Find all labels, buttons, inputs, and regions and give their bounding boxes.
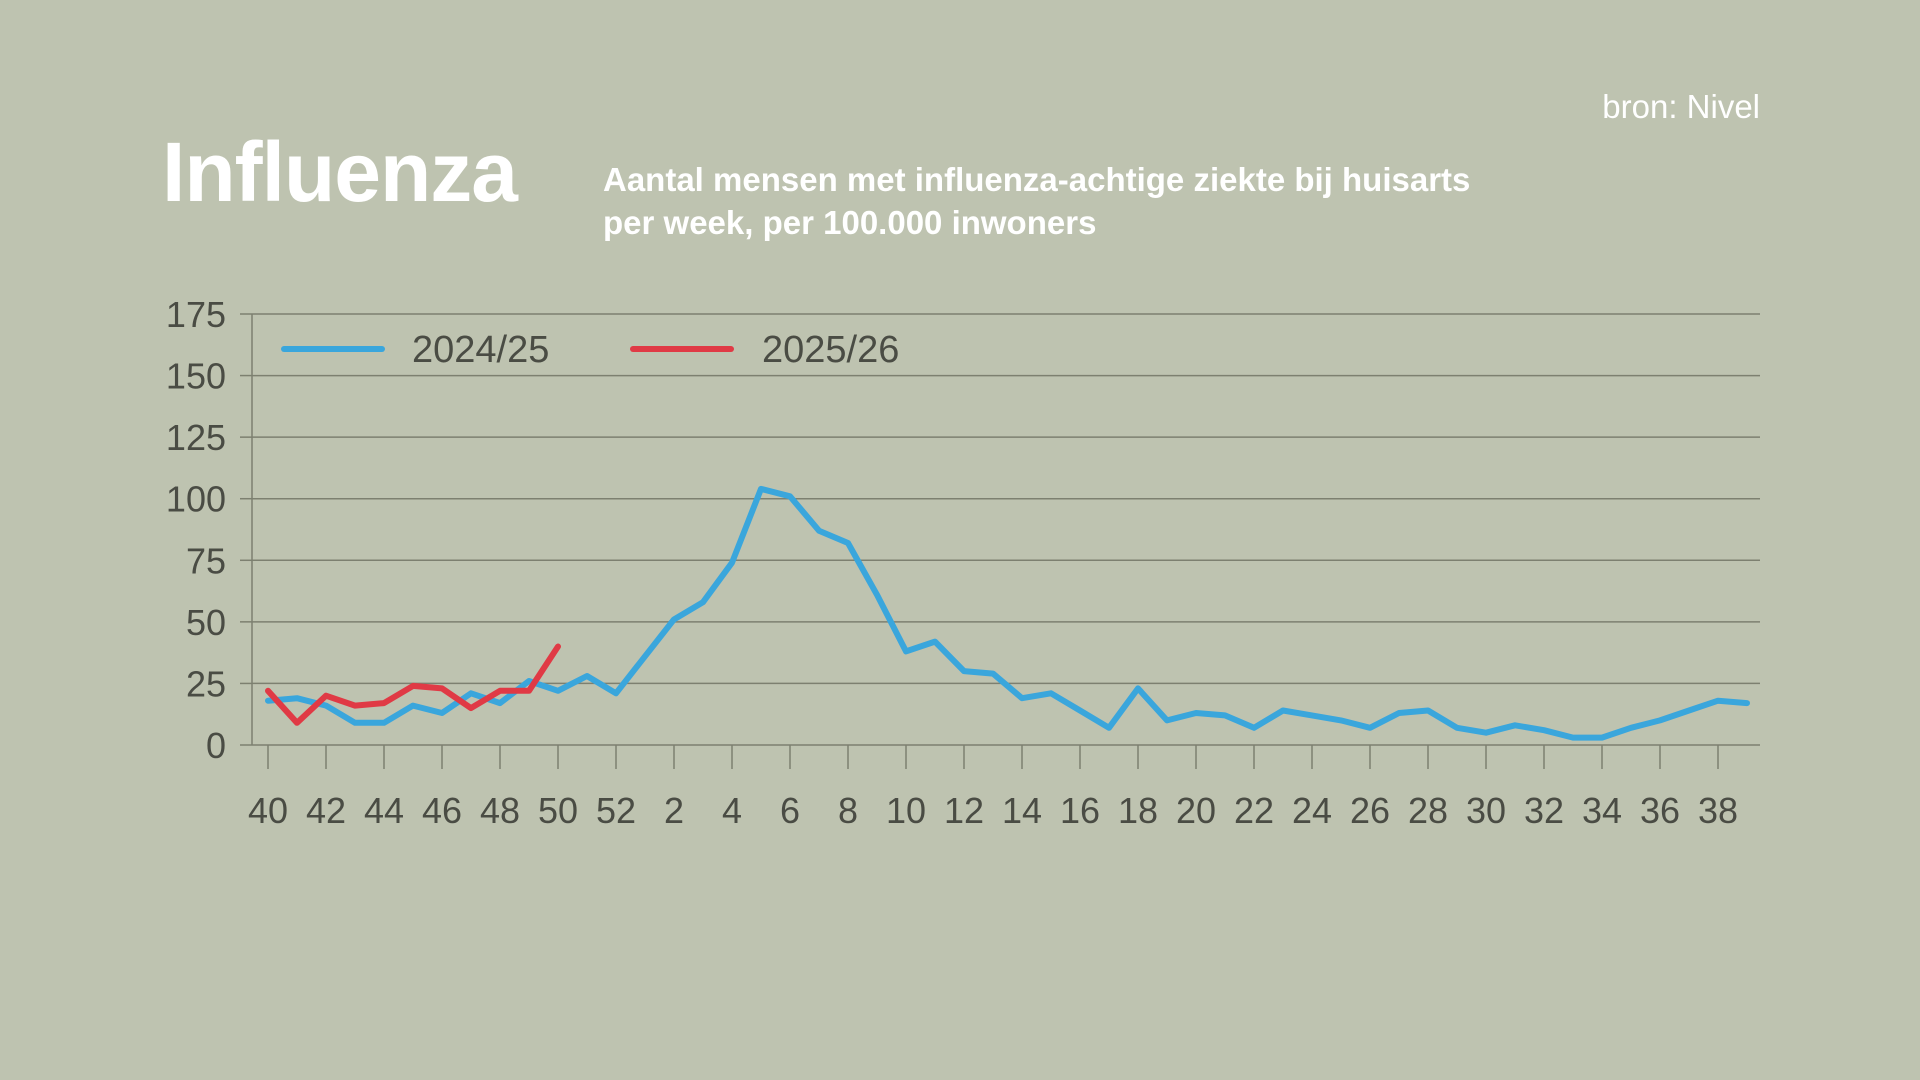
x-tick-label: 16	[1060, 790, 1100, 831]
y-tick-label: 100	[166, 479, 226, 520]
page-title: Influenza	[162, 125, 518, 219]
x-tick-label: 50	[538, 790, 578, 831]
y-tick-label: 150	[166, 356, 226, 397]
y-tick-label: 0	[206, 725, 226, 766]
source-label: bron: Nivel	[1602, 88, 1760, 125]
y-tick-label: 175	[166, 294, 226, 335]
x-tick-label: 52	[596, 790, 636, 831]
x-tick-label: 6	[780, 790, 800, 831]
x-tick-label: 36	[1640, 790, 1680, 831]
y-tick-label: 75	[186, 540, 226, 581]
x-tick-label: 12	[944, 790, 984, 831]
x-tick-label: 46	[422, 790, 462, 831]
series-layer	[265, 485, 1750, 741]
y-tick-label: 125	[166, 417, 226, 458]
x-tick-label: 30	[1466, 790, 1506, 831]
legend-layer: 2024/25 2025/26	[281, 329, 899, 371]
x-tick-label: 22	[1234, 790, 1274, 831]
x-tick-label: 10	[886, 790, 926, 831]
series-line-2025-26	[265, 643, 561, 726]
x-tick-label: 2	[664, 790, 684, 831]
x-tick-label: 20	[1176, 790, 1216, 831]
subtitle-line-1: Aantal mensen met influenza-achtige ziek…	[603, 161, 1471, 198]
x-tick-label: 28	[1408, 790, 1448, 831]
chart-subtitle: Aantal mensen met influenza-achtige ziek…	[603, 158, 1470, 244]
x-tick-label: 40	[248, 790, 288, 831]
subtitle-line-2: per week, per 100.000 inwoners	[603, 204, 1097, 241]
grid-layer	[252, 313, 1760, 746]
x-tick-label: 32	[1524, 790, 1564, 831]
x-tick-label: 38	[1698, 790, 1738, 831]
x-tick-label: 42	[306, 790, 346, 831]
x-tick-label: 14	[1002, 790, 1042, 831]
legend-label-2025-26: 2025/26	[762, 329, 899, 371]
x-tick-label: 26	[1350, 790, 1390, 831]
x-tick-label: 8	[838, 790, 858, 831]
x-tick-label: 4	[722, 790, 742, 831]
x-tick-label: 34	[1582, 790, 1622, 831]
y-tick-label: 50	[186, 602, 226, 643]
y-tick-label: 25	[186, 663, 226, 704]
x-tick-label: 44	[364, 790, 404, 831]
legend-label-2024-25: 2024/25	[412, 329, 549, 371]
x-tick-label: 48	[480, 790, 520, 831]
x-tick-label: 24	[1292, 790, 1332, 831]
x-tick-label: 18	[1118, 790, 1158, 831]
